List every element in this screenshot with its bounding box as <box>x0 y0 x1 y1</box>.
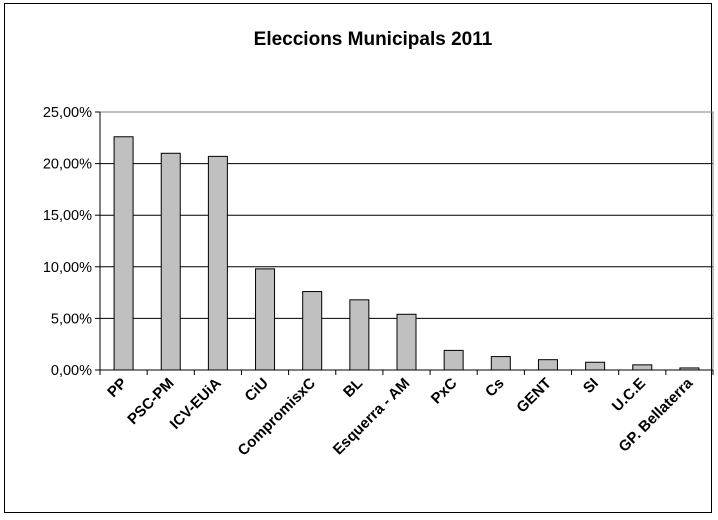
x-tick-label: U.C.E <box>609 375 649 415</box>
y-tick-label: 10,00% <box>43 260 92 276</box>
bars <box>113 136 700 371</box>
bar <box>207 155 228 371</box>
x-tick-label: SI <box>580 375 602 397</box>
x-tick-label: CiU <box>242 375 272 405</box>
bar <box>490 356 511 371</box>
x-tick-label: PxC <box>428 375 461 408</box>
bar <box>349 299 370 371</box>
x-tick-label: BL <box>340 375 366 401</box>
x-tick-label: ICV-EUiA <box>167 375 225 433</box>
x-tick-label: PP <box>104 375 130 401</box>
bar <box>632 364 653 371</box>
bar <box>302 291 323 371</box>
x-tick-label: Cs <box>482 375 508 401</box>
y-axis-ticks: 0,00% 5,00% 10,00% 15,00% 20,00% 25,00% <box>43 105 101 379</box>
y-tick-label: 15,00% <box>43 208 92 224</box>
y-tick-label: 5,00% <box>51 311 92 327</box>
y-tick-label: 0,00% <box>51 363 92 379</box>
chart-title: Eleccions Municipals 2011 <box>254 29 493 50</box>
bar <box>113 136 134 371</box>
bar <box>585 361 606 371</box>
bar <box>443 349 464 371</box>
y-tick-label: 20,00% <box>43 157 92 173</box>
bar <box>255 268 276 371</box>
bar <box>396 313 417 371</box>
bar <box>160 152 181 371</box>
x-tick-label: GENT <box>513 375 554 416</box>
y-tick-label: 25,00% <box>43 105 92 121</box>
bar <box>537 359 558 371</box>
